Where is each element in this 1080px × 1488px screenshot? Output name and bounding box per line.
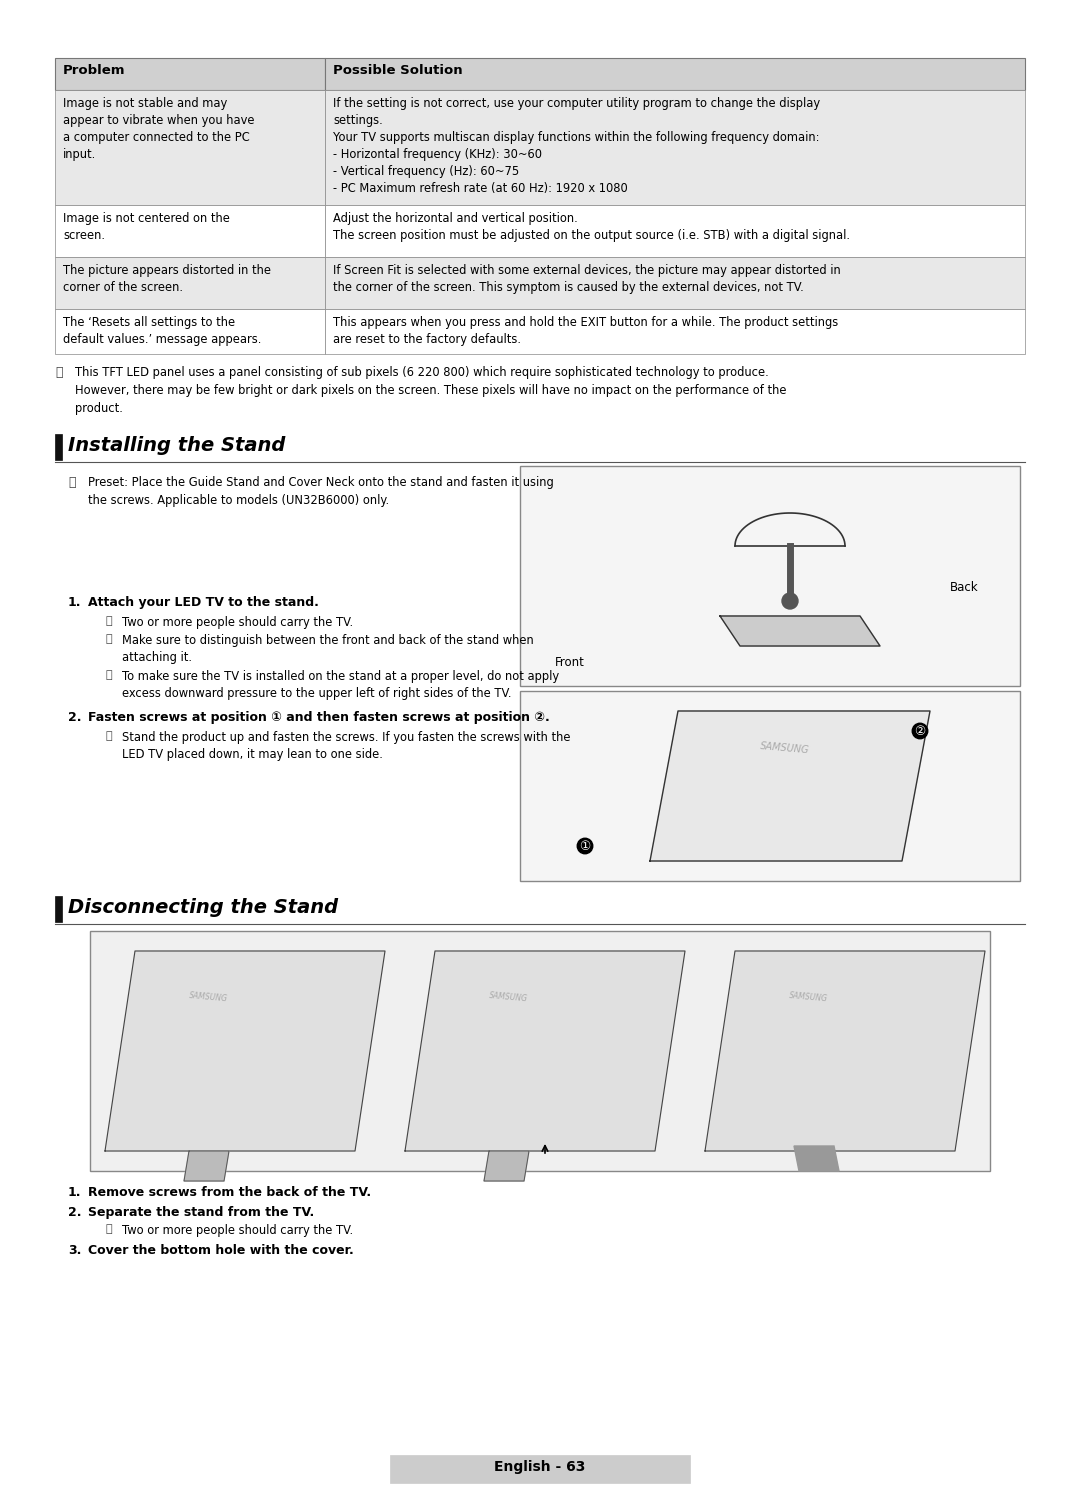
Text: ⓘ: ⓘ — [55, 366, 63, 379]
Text: Problem: Problem — [63, 64, 125, 77]
Text: This TFT LED panel uses a panel consisting of sub pixels (6 220 800) which requi: This TFT LED panel uses a panel consisti… — [75, 366, 786, 415]
Text: ⓘ: ⓘ — [105, 616, 111, 626]
Bar — [55, 310, 325, 354]
Text: ⓘ: ⓘ — [105, 670, 111, 680]
Text: Possible Solution: Possible Solution — [333, 64, 462, 77]
Polygon shape — [405, 951, 685, 1152]
Text: Installing the Stand: Installing the Stand — [68, 436, 285, 455]
Text: Two or more people should carry the TV.: Two or more people should carry the TV. — [122, 1225, 353, 1237]
Text: SAMSUNG: SAMSUNG — [189, 991, 229, 1003]
Bar — [325, 89, 1025, 205]
Text: Make sure to distinguish between the front and back of the stand when
attaching : Make sure to distinguish between the fro… — [122, 634, 534, 664]
Text: English - 63: English - 63 — [495, 1460, 585, 1475]
Text: Image is not stable and may
appear to vibrate when you have
a computer connected: Image is not stable and may appear to vi… — [63, 97, 255, 161]
Text: ①: ① — [579, 839, 591, 853]
Polygon shape — [705, 951, 985, 1152]
Bar — [325, 205, 1025, 257]
Bar — [55, 89, 325, 205]
Polygon shape — [105, 951, 384, 1152]
Bar — [55, 257, 325, 310]
Text: Adjust the horizontal and vertical position.
The screen position must be adjuste: Adjust the horizontal and vertical posit… — [333, 211, 850, 243]
Text: If the setting is not correct, use your computer utility program to change the d: If the setting is not correct, use your … — [333, 97, 820, 195]
Polygon shape — [484, 1152, 529, 1181]
Text: ⓘ: ⓘ — [68, 476, 76, 490]
Text: Fasten screws at position ① and then fasten screws at position ②.: Fasten screws at position ① and then fas… — [87, 711, 550, 725]
Text: Cover the bottom hole with the cover.: Cover the bottom hole with the cover. — [87, 1244, 354, 1257]
Text: SAMSUNG: SAMSUNG — [489, 991, 528, 1003]
Text: To make sure the TV is installed on the stand at a proper level, do not apply
ex: To make sure the TV is installed on the … — [122, 670, 559, 699]
Text: Remove screws from the back of the TV.: Remove screws from the back of the TV. — [87, 1186, 372, 1199]
Polygon shape — [650, 711, 930, 862]
Bar — [55, 896, 62, 923]
Text: SAMSUNG: SAMSUNG — [789, 991, 828, 1003]
Text: Image is not centered on the
screen.: Image is not centered on the screen. — [63, 211, 230, 243]
Text: Front: Front — [555, 656, 585, 670]
Text: ⓘ: ⓘ — [105, 1225, 111, 1234]
Bar — [325, 58, 1025, 89]
Text: Two or more people should carry the TV.: Two or more people should carry the TV. — [122, 616, 353, 629]
Text: SAMSUNG: SAMSUNG — [760, 741, 810, 756]
Text: If Screen Fit is selected with some external devices, the picture may appear dis: If Screen Fit is selected with some exte… — [333, 263, 840, 295]
Polygon shape — [184, 1152, 229, 1181]
Polygon shape — [720, 616, 880, 646]
Bar — [390, 1455, 690, 1484]
Text: Stand the product up and fasten the screws. If you fasten the screws with the
LE: Stand the product up and fasten the scre… — [122, 731, 570, 760]
Text: Attach your LED TV to the stand.: Attach your LED TV to the stand. — [87, 597, 319, 609]
Polygon shape — [794, 1146, 839, 1171]
Bar — [90, 931, 990, 1171]
Text: 3.: 3. — [68, 1244, 81, 1257]
Text: 2.: 2. — [68, 711, 81, 725]
Text: This appears when you press and hold the EXIT button for a while. The product se: This appears when you press and hold the… — [333, 315, 838, 347]
Text: The picture appears distorted in the
corner of the screen.: The picture appears distorted in the cor… — [63, 263, 271, 295]
Text: ②: ② — [915, 725, 926, 738]
Text: The ‘Resets all settings to the
default values.’ message appears.: The ‘Resets all settings to the default … — [63, 315, 261, 347]
Text: Separate the stand from the TV.: Separate the stand from the TV. — [87, 1205, 314, 1219]
Text: 1.: 1. — [68, 1186, 81, 1199]
Bar — [55, 434, 62, 460]
Bar — [519, 466, 1020, 686]
Text: Disconnecting the Stand: Disconnecting the Stand — [68, 897, 338, 917]
Text: 1.: 1. — [68, 597, 81, 609]
Bar — [55, 58, 325, 89]
Bar — [325, 310, 1025, 354]
Text: Back: Back — [950, 580, 978, 594]
Text: ⓘ: ⓘ — [105, 634, 111, 644]
Text: 2.: 2. — [68, 1205, 81, 1219]
Bar — [55, 205, 325, 257]
Bar — [519, 690, 1020, 881]
Text: ⓘ: ⓘ — [105, 731, 111, 741]
Bar — [325, 257, 1025, 310]
Circle shape — [782, 594, 798, 609]
Text: Preset: Place the Guide Stand and Cover Neck onto the stand and fasten it using
: Preset: Place the Guide Stand and Cover … — [87, 476, 554, 507]
